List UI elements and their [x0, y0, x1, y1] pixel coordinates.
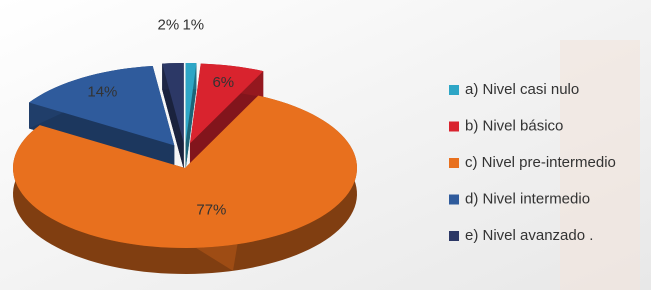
- legend-label: e) Nivel avanzado .: [465, 227, 593, 244]
- data-label: 2%: [158, 17, 180, 34]
- legend-swatch: [449, 158, 459, 168]
- legend-swatch: [449, 195, 459, 205]
- legend-label: d) Nivel intermedio: [465, 190, 590, 207]
- data-label: 77%: [196, 201, 226, 218]
- legend-label: b) Nivel básico: [465, 117, 563, 134]
- chart: 1% 6% 77% 14% 2% a) Nivel casi nulo b) Nivel …: [0, 0, 651, 290]
- data-label: 14%: [87, 84, 117, 101]
- legend-swatch: [449, 85, 459, 95]
- legend-label: c) Nivel pre-intermedio: [465, 154, 616, 171]
- legend-label: a) Nivel casi nulo: [465, 81, 579, 98]
- data-label: 1%: [182, 16, 204, 33]
- legend-swatch: [449, 122, 459, 132]
- data-label: 6%: [212, 74, 234, 91]
- legend-swatch: [449, 231, 459, 241]
